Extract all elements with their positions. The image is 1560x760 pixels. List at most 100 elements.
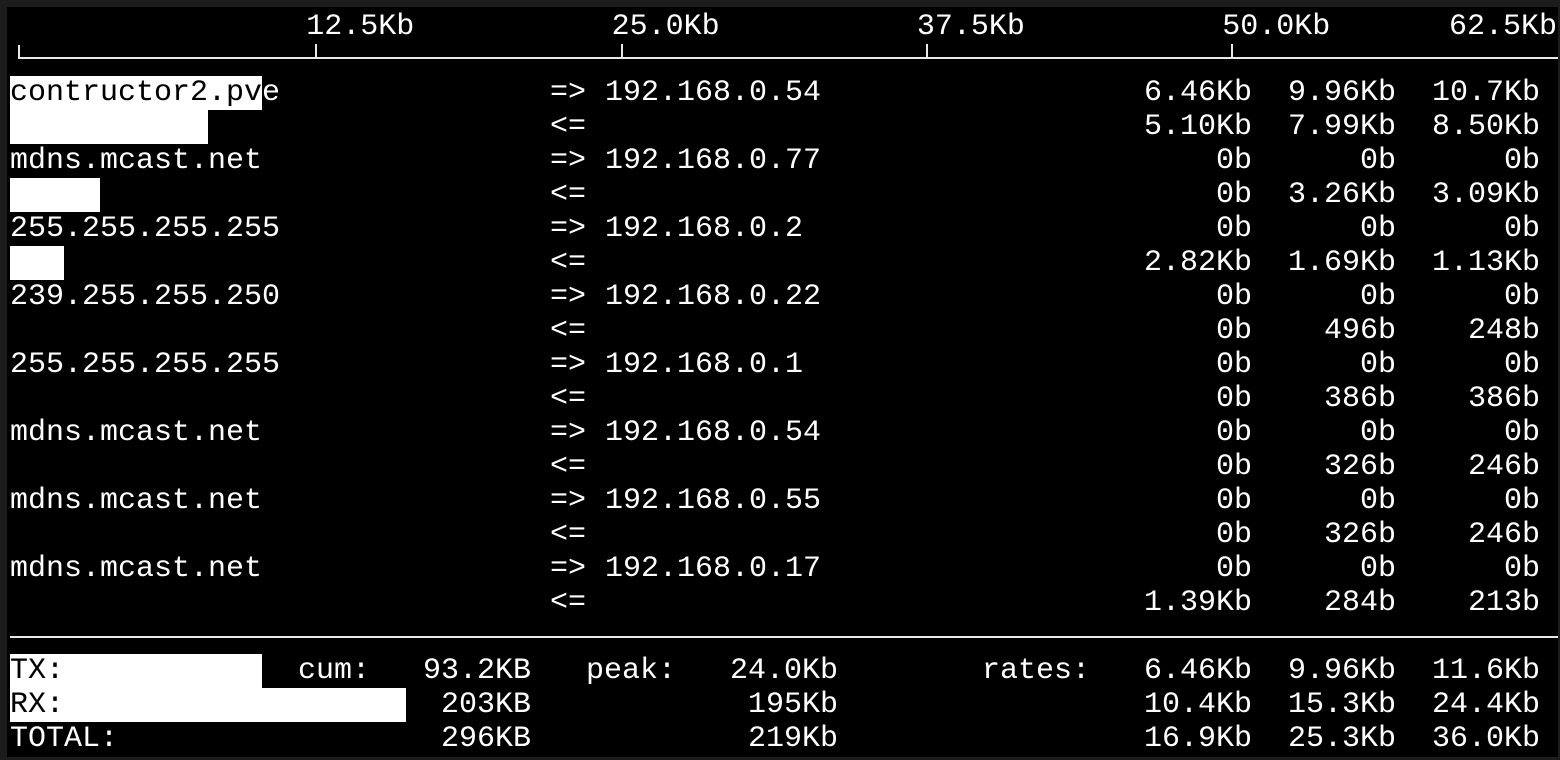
connection-tx-row: 255.255.255.255 => 192.168.0.2 0b 0b 0b (7, 212, 1558, 246)
host-name: 239.255.255.250 (10, 280, 281, 314)
tx-rate: 0b (1215, 348, 1252, 382)
peak-value: 24.0Kb (729, 654, 838, 688)
connection-tx-row: mdns.mcast.net => 192.168.0.54 0b 0b 0b (7, 416, 1558, 450)
scale-tick-label: 12.5Kb (306, 10, 415, 44)
arrow-in: <= (550, 586, 587, 620)
tx-rate: 0b (1359, 212, 1396, 246)
tx-rate: 0b (1359, 416, 1396, 450)
total-rate: 9.96Kb (1287, 654, 1396, 688)
totals-divider (10, 636, 1558, 638)
host-name: mdns.mcast.net (10, 552, 263, 586)
rx-rate: 0b (1215, 382, 1252, 416)
arrow-out: => (550, 484, 587, 518)
rx-rate: 1.39Kb (1143, 586, 1252, 620)
host-name: mdns.mcast.net (10, 484, 263, 518)
arrow-in: <= (550, 178, 587, 212)
rates-label: rates: (982, 654, 1091, 688)
connection-rx-row: <= 1.39Kb 284b 213b (7, 586, 1558, 620)
tx-rate: 0b (1359, 552, 1396, 586)
peer-address: 192.168.0.2 (605, 212, 804, 246)
arrow-in: <= (550, 518, 587, 552)
total-rate: 10.4Kb (1143, 688, 1252, 722)
scale-tick (1231, 44, 1234, 58)
connection-rx-row: <= 0b 386b 386b (7, 382, 1558, 416)
arrow-out: => (550, 76, 587, 110)
rx-rate: 246b (1467, 450, 1540, 484)
total-rate: 15.3Kb (1287, 688, 1396, 722)
cum-value: 203KB (440, 688, 531, 722)
tx-rate: 0b (1359, 484, 1396, 518)
rx-rate: 386b (1323, 382, 1396, 416)
rx-rate: 7.99Kb (1287, 110, 1396, 144)
connection-rx-row: <= 0b 326b 246b (7, 518, 1558, 552)
rx-rate: 213b (1467, 586, 1540, 620)
host-name: contructor2.pve (10, 76, 281, 110)
tx-rate: 0b (1503, 416, 1540, 450)
tx-rate: 9.96Kb (1287, 76, 1396, 110)
connection-rx-row: <= 2.82Kb 1.69Kb 1.13Kb (7, 246, 1558, 280)
scale-tick-label: 62.5Kb (1449, 10, 1558, 44)
totals-row: TOTAL: 296KB 219Kb 16.9Kb 25.3Kb 36.0Kb (7, 722, 1558, 756)
scale-tick (620, 44, 623, 58)
rx-rate: 0b (1215, 450, 1252, 484)
peak-value: 219Kb (747, 722, 838, 756)
rx-rate: 248b (1467, 314, 1540, 348)
connection-rx-row: <= 0b 496b 248b (7, 314, 1558, 348)
peer-address: 192.168.0.22 (605, 280, 822, 314)
tx-rate: 0b (1503, 212, 1540, 246)
total-rate: 6.46Kb (1143, 654, 1252, 688)
total-rate: 36.0Kb (1431, 722, 1540, 756)
arrow-out: => (550, 212, 587, 246)
tx-rate: 0b (1503, 280, 1540, 314)
connection-rx-row: <= 5.10Kb 7.99Kb 8.50Kb (7, 110, 1558, 144)
connection-tx-row: mdns.mcast.net => 192.168.0.55 0b 0b 0b (7, 484, 1558, 518)
traffic-bar (10, 110, 208, 144)
arrow-in: <= (550, 110, 587, 144)
arrow-in: <= (550, 246, 587, 280)
totals-row: RX: 203KB 195Kb 10.4Kb 15.3Kb 24.4Kb (7, 688, 1558, 722)
peak-value: 195Kb (747, 688, 838, 722)
scale-axis (18, 57, 1558, 59)
tx-rate: 0b (1215, 280, 1252, 314)
cum-label: cum: (298, 654, 371, 688)
rx-rate: 326b (1323, 450, 1396, 484)
totals-row: TX: cum: peak: rates: 93.2KB 24.0Kb 6.46Kb 9.96… (7, 654, 1558, 688)
cum-value: 93.2KB (422, 654, 531, 688)
arrow-in: <= (550, 314, 587, 348)
tx-rate: 0b (1215, 144, 1252, 178)
total-rate: 11.6Kb (1431, 654, 1540, 688)
peer-address: 192.168.0.54 (605, 76, 822, 110)
tx-rate: 10.7Kb (1431, 76, 1540, 110)
connection-tx-row: mdns.mcast.net => 192.168.0.77 0b 0b 0b (7, 144, 1558, 178)
peak-label: peak: (586, 654, 677, 688)
connection-tx-row: 239.255.255.250 => 192.168.0.22 0b 0b 0b (7, 280, 1558, 314)
rx-rate: 386b (1467, 382, 1540, 416)
rx-rate: 2.82Kb (1143, 246, 1252, 280)
host-name: 255.255.255.255 (10, 212, 281, 246)
arrow-out: => (550, 144, 587, 178)
arrow-out: => (550, 416, 587, 450)
rx-rate: 3.26Kb (1287, 178, 1396, 212)
connection-rx-row: <= 0b 326b 246b (7, 450, 1558, 484)
rx-rate: 284b (1323, 586, 1396, 620)
tx-rate: 0b (1503, 348, 1540, 382)
tx-rate: 0b (1503, 144, 1540, 178)
totals-label: RX: (10, 688, 65, 722)
peer-address: 192.168.0.55 (605, 484, 822, 518)
arrow-out: => (550, 552, 587, 586)
rx-rate: 5.10Kb (1143, 110, 1252, 144)
arrow-out: => (550, 348, 587, 382)
traffic-bar (10, 654, 262, 688)
traffic-bar (10, 246, 64, 280)
totals-label: TX: (10, 654, 65, 688)
scale-tick (315, 44, 318, 58)
arrow-in: <= (550, 382, 587, 416)
scale-tick-label: 25.0Kb (611, 10, 720, 44)
tx-rate: 0b (1215, 212, 1252, 246)
rx-rate: 246b (1467, 518, 1540, 552)
rx-rate: 0b (1215, 518, 1252, 552)
total-rate: 25.3Kb (1287, 722, 1396, 756)
tx-rate: 0b (1503, 484, 1540, 518)
cum-value: 296KB (440, 722, 531, 756)
tx-rate: 6.46Kb (1143, 76, 1252, 110)
